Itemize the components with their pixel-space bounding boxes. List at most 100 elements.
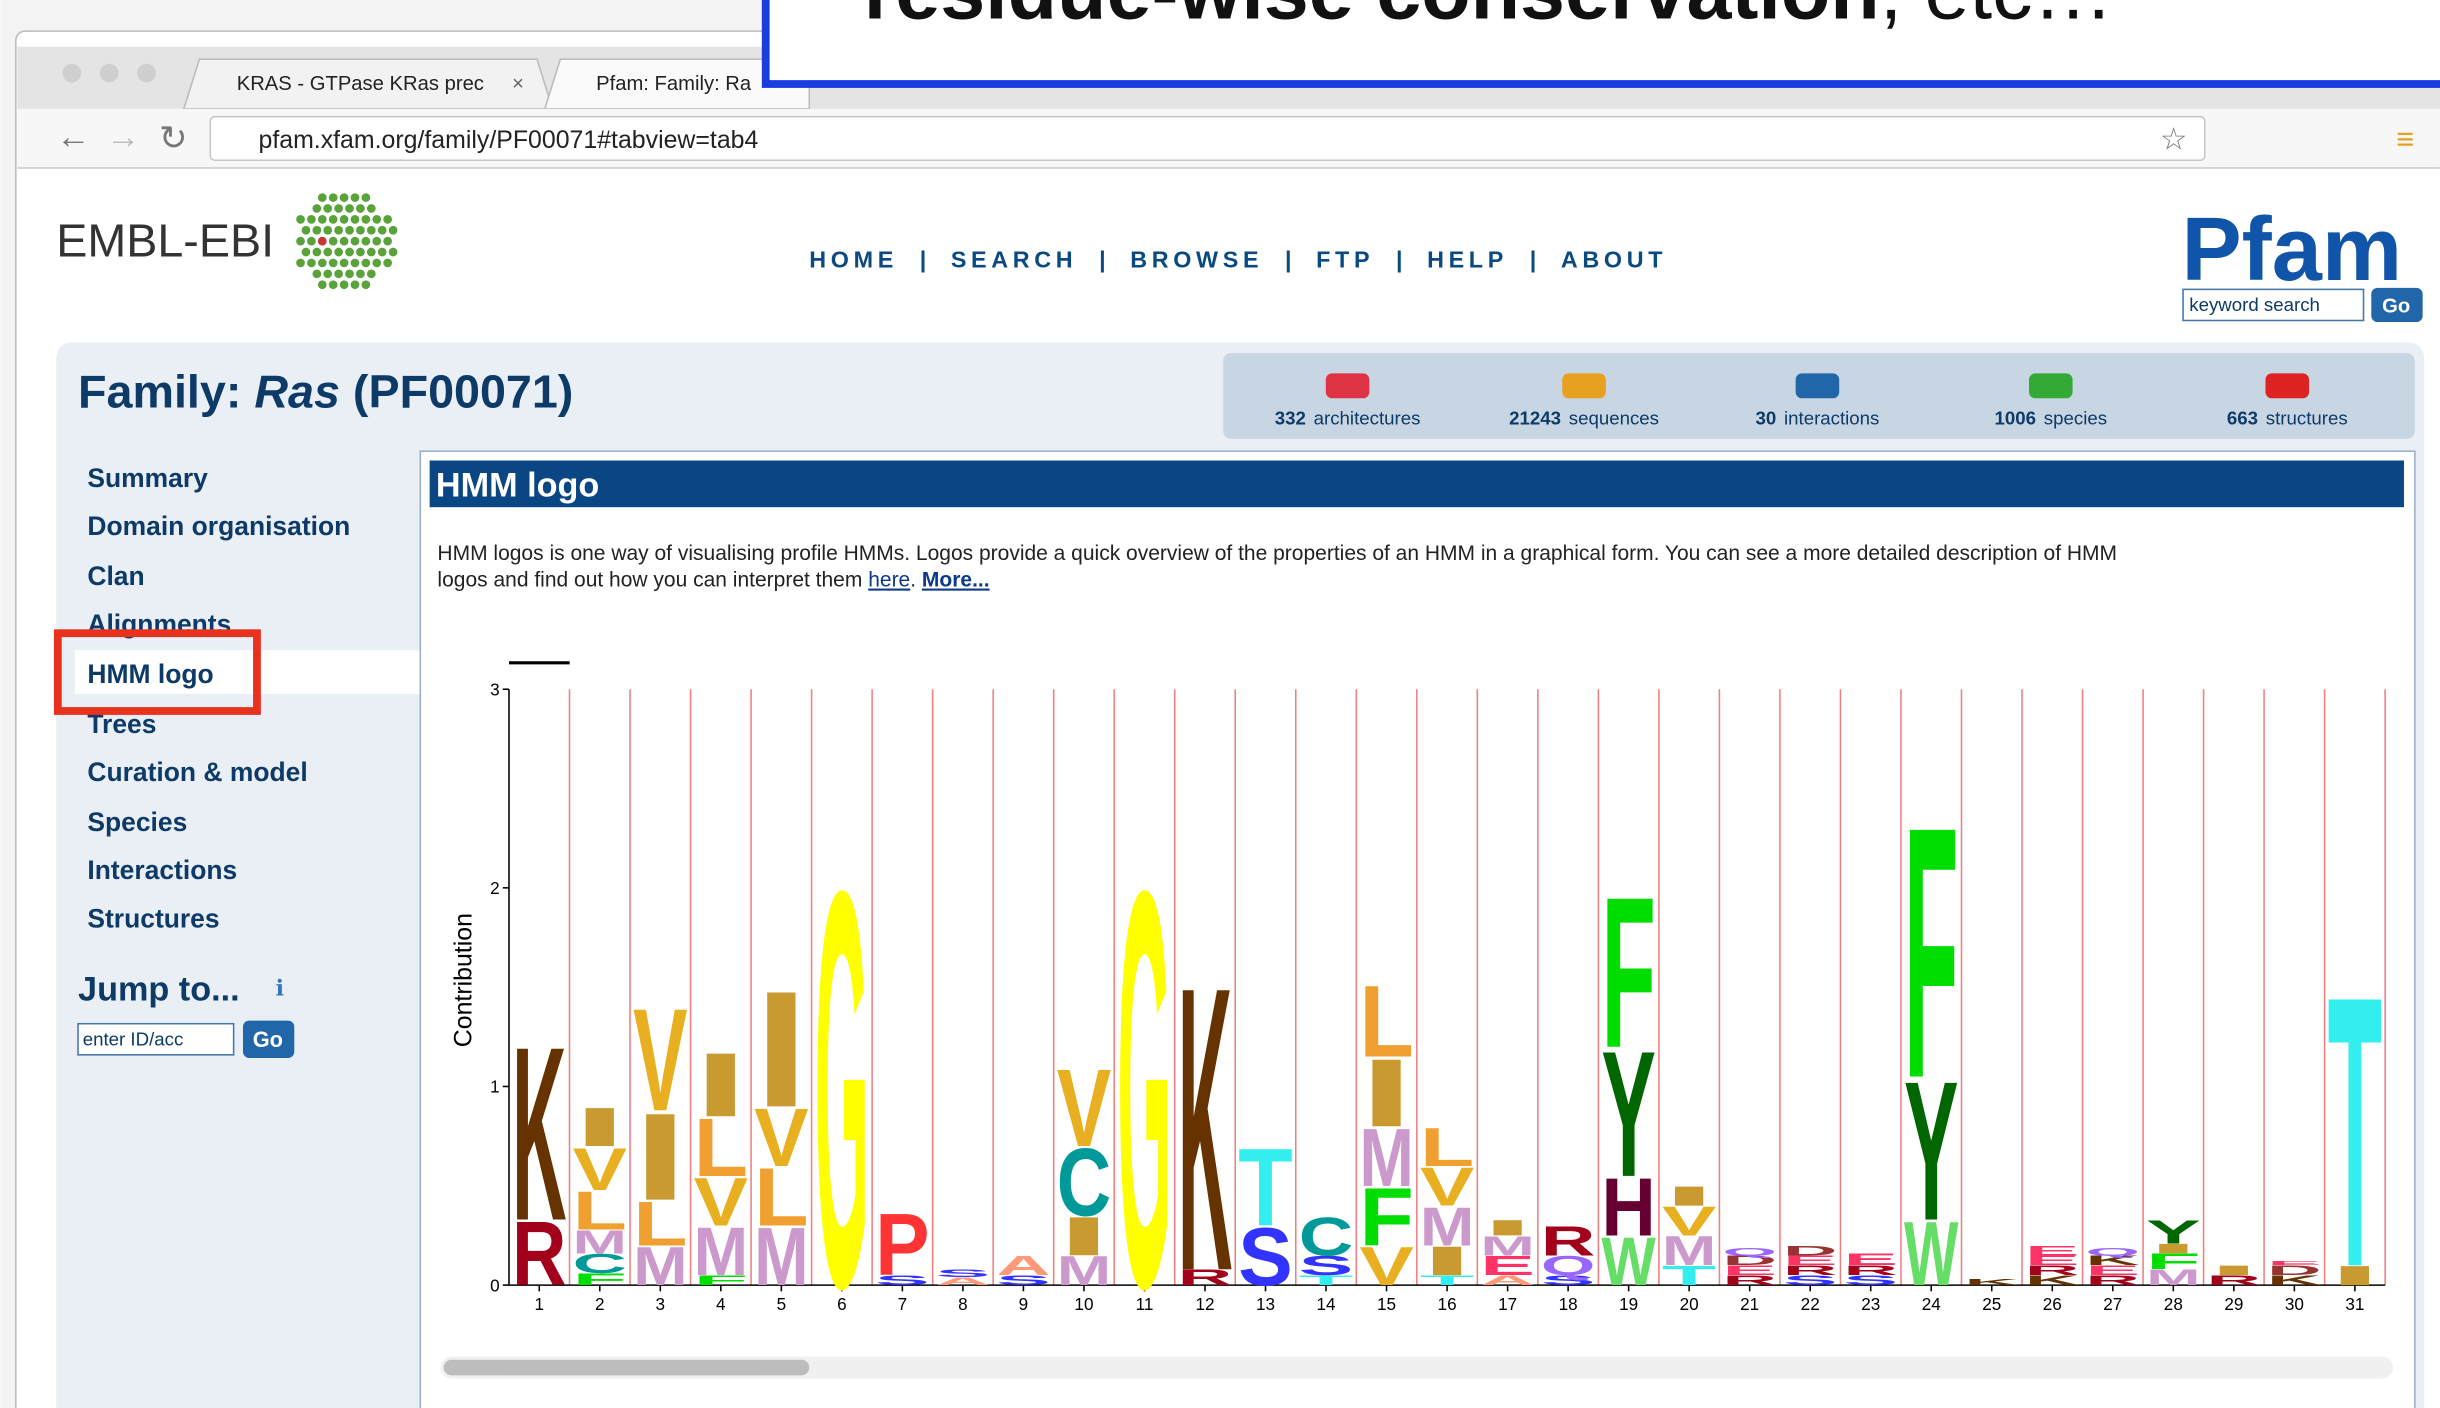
stat-label[interactable]: sequences — [1569, 408, 1659, 429]
stat[interactable]: 332 architectures — [1275, 408, 1421, 429]
logo-dot — [345, 248, 354, 257]
stat-value[interactable]: 663 — [2227, 408, 2258, 429]
logo-dot — [372, 215, 381, 224]
logo-letter: S — [936, 1267, 990, 1279]
logo-dot — [307, 259, 316, 268]
stat-icon[interactable] — [2029, 373, 2073, 398]
x-tick-label: 21 — [1740, 1295, 1759, 1314]
stat[interactable]: 30 interactions — [1755, 408, 1879, 429]
logo-dot — [351, 280, 360, 289]
sidebar-link[interactable]: Interactions — [87, 855, 237, 885]
logo-letter: A — [996, 1251, 1050, 1282]
logo-dot — [362, 237, 371, 246]
info-icon[interactable]: ℹ — [276, 976, 284, 1001]
stat[interactable]: 21243 sequences — [1509, 408, 1659, 429]
family-accession: (PF00071) — [353, 366, 573, 418]
logo-dot — [378, 248, 387, 257]
x-tick-label: 8 — [958, 1295, 968, 1314]
logo-dot — [362, 259, 371, 268]
sidebar-link[interactable]: Domain organisation — [87, 511, 350, 541]
nav-link[interactable]: HOME — [809, 247, 898, 273]
here-link[interactable]: here — [868, 569, 910, 592]
sidebar-link[interactable]: Species — [87, 807, 187, 837]
logo-dot — [378, 226, 387, 235]
stat[interactable]: 663 structures — [2227, 408, 2348, 429]
logo-dot — [307, 237, 316, 246]
tab-title[interactable]: KRAS - GTPase KRas prec — [237, 73, 484, 95]
back-button[interactable]: ← — [56, 118, 90, 156]
tab-close[interactable]: × — [512, 73, 524, 95]
sidebar-link[interactable]: HMM logo — [87, 659, 213, 689]
nav-link[interactable]: ABOUT — [1561, 247, 1667, 273]
menu-button[interactable]: ≡ — [2396, 121, 2414, 156]
stat-icon[interactable] — [1326, 373, 1370, 398]
stat-value[interactable]: 21243 — [1509, 408, 1561, 429]
logo-dot — [302, 226, 311, 235]
panel-header — [430, 461, 2404, 508]
logo-dot — [345, 269, 354, 278]
window-button[interactable] — [137, 64, 156, 83]
nav-link[interactable]: SEARCH — [951, 247, 1078, 273]
stat-icon[interactable] — [2265, 373, 2309, 398]
logo-dot — [296, 215, 305, 224]
description-text: logos and find out how you can interpret… — [437, 569, 868, 592]
url[interactable]: pfam.xfam.org/family/PF00071#tabview=tab… — [259, 126, 759, 154]
family-name: Ras — [254, 366, 340, 418]
nav-separator: | — [1099, 247, 1110, 273]
logo-dot — [356, 269, 365, 278]
jump-title: Jump to... — [78, 970, 240, 1008]
stat-value[interactable]: 1006 — [1995, 408, 2037, 429]
logo-dot — [323, 248, 332, 257]
embl-logo[interactable]: EMBL-EBI — [56, 215, 274, 267]
logo-dot — [351, 259, 360, 268]
x-tick-label: 2 — [595, 1295, 605, 1314]
x-tick-label: 27 — [2103, 1295, 2122, 1314]
annotation-text: residue-wise conservation, etc… — [864, 0, 2114, 37]
logo-dot — [313, 226, 322, 235]
pfam-logo[interactable]: Pfam — [2181, 199, 2402, 300]
logo-dot — [296, 259, 305, 268]
reload-button[interactable]: ↻ — [159, 119, 188, 157]
stat-label[interactable]: structures — [2266, 408, 2348, 429]
stat-label[interactable]: interactions — [1784, 408, 1879, 429]
window-button[interactable] — [100, 64, 119, 83]
nav-link[interactable]: HELP — [1427, 247, 1508, 273]
logo-dot — [340, 280, 349, 289]
search-button-label[interactable]: Go — [2382, 296, 2410, 318]
stat-icon[interactable] — [1796, 373, 1840, 398]
x-tick-label: 30 — [2285, 1295, 2304, 1314]
annotation-emphasis: residue-wise conservation — [864, 0, 1880, 37]
logo-dot — [318, 237, 327, 246]
logo-letter: L — [1359, 966, 1413, 1080]
logo-dot — [340, 215, 349, 224]
stat-label[interactable]: architectures — [1314, 408, 1421, 429]
stat-icon[interactable] — [1562, 373, 1606, 398]
stat-value[interactable]: 30 — [1755, 408, 1776, 429]
scrollbar-thumb[interactable] — [444, 1360, 810, 1376]
x-tick-label: 20 — [1680, 1295, 1699, 1314]
x-tick-label: 18 — [1559, 1295, 1578, 1314]
separator: . — [910, 569, 922, 592]
family-prefix: Family: — [78, 366, 241, 418]
nav-link[interactable]: FTP — [1316, 247, 1374, 273]
search-placeholder[interactable]: keyword search — [2189, 294, 2320, 315]
x-tick-label: 10 — [1074, 1295, 1093, 1314]
stat-label[interactable]: species — [2044, 408, 2107, 429]
logo-dot — [313, 248, 322, 257]
logo-dot — [372, 259, 381, 268]
stat-value[interactable]: 332 — [1275, 408, 1306, 429]
stat[interactable]: 1006 species — [1995, 408, 2108, 429]
sidebar-link[interactable]: Clan — [87, 561, 144, 591]
nav-link[interactable]: BROWSE — [1130, 247, 1263, 273]
forward-button[interactable]: → — [106, 118, 140, 156]
bookmark-star[interactable]: ☆ — [2160, 121, 2188, 156]
jump-button-label[interactable]: Go — [253, 1027, 283, 1052]
logo-letter: I — [2207, 1263, 2261, 1279]
jump-placeholder[interactable]: enter ID/acc — [83, 1028, 184, 1049]
sidebar-link[interactable]: Structures — [87, 903, 219, 933]
window-button[interactable] — [62, 64, 81, 83]
more-link[interactable]: More... — [922, 569, 990, 592]
tab-title[interactable]: Pfam: Family: Ra — [596, 73, 752, 95]
sidebar-link[interactable]: Summary — [87, 463, 208, 493]
sidebar-link[interactable]: Curation & model — [87, 757, 307, 787]
